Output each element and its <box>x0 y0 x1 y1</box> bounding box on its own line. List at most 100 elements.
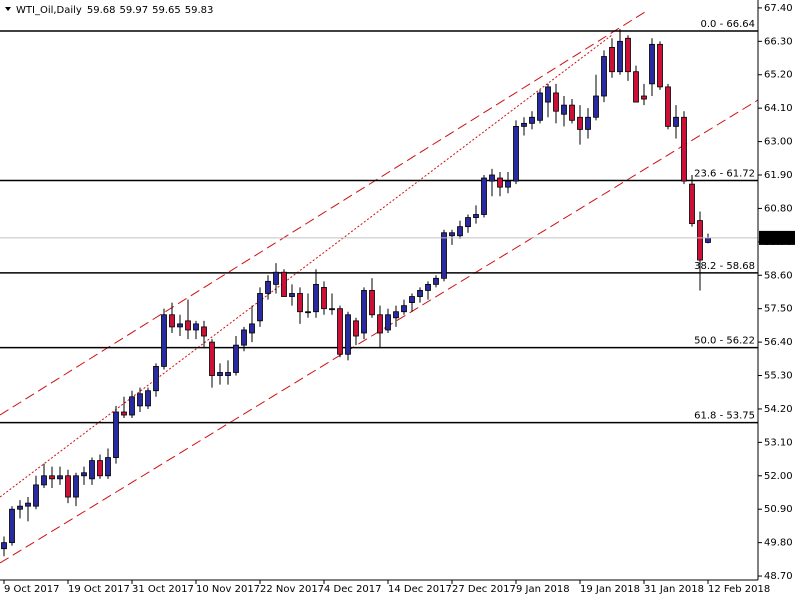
candle-body <box>681 116 687 182</box>
candle-body <box>569 104 575 121</box>
x-tick-label: 27 Dec 2017 <box>452 584 516 595</box>
y-tick-label: 64.10 <box>764 103 793 114</box>
candle-body <box>25 502 31 507</box>
candle-body <box>497 177 503 188</box>
x-tick-label: 19 Oct 2017 <box>68 584 130 595</box>
y-tick-label: 61.90 <box>764 170 793 181</box>
candle-body <box>465 217 471 228</box>
y-tick-label: 60.80 <box>764 203 793 214</box>
y-tick-label: 48.70 <box>764 571 793 582</box>
candle-body <box>297 293 303 313</box>
menu-arrow[interactable] <box>5 7 11 11</box>
y-tick-label: 63.00 <box>764 137 793 148</box>
candle-body <box>329 308 335 311</box>
candle-body <box>41 475 47 486</box>
candle-body <box>457 226 463 237</box>
candle-body <box>673 116 679 127</box>
candle-body <box>265 280 271 294</box>
candle-body <box>441 232 447 279</box>
candle-body <box>177 323 183 328</box>
candle-body <box>9 508 15 544</box>
candle-body <box>201 326 207 337</box>
header-open: 59.68 <box>87 5 116 16</box>
candle-body <box>369 290 375 316</box>
candle-body <box>665 86 671 127</box>
candle-body <box>481 177 487 215</box>
header-low: 59.65 <box>152 5 181 16</box>
candle-body <box>641 95 647 100</box>
candle-body <box>33 484 39 507</box>
candle-body <box>121 411 127 416</box>
candle-body <box>17 505 23 510</box>
candle-body <box>529 116 535 124</box>
x-tick-label: 31 Oct 2017 <box>132 584 194 595</box>
candle-body <box>609 46 615 73</box>
candle-body <box>473 214 479 218</box>
candle-body <box>89 460 95 480</box>
candle-body <box>657 43 663 88</box>
candle-body <box>505 180 511 188</box>
candle-body <box>553 92 559 112</box>
candle-body <box>209 341 215 376</box>
candle-body <box>73 475 79 498</box>
candle-body <box>401 305 407 313</box>
candle-body <box>385 314 391 331</box>
x-tick-label: 14 Dec 2017 <box>388 584 452 595</box>
candle-body <box>633 71 639 103</box>
x-tick-label: 9 Jan 2018 <box>516 584 570 595</box>
candle-body <box>81 472 87 477</box>
candle-body <box>513 125 519 182</box>
header-high: 59.97 <box>120 5 149 16</box>
candle-body <box>153 366 159 392</box>
candle-body <box>409 296 415 304</box>
candle-body <box>145 390 151 407</box>
candle-body <box>577 116 583 130</box>
x-tick-label: 22 Nov 2017 <box>260 584 324 595</box>
candle-body <box>217 372 223 376</box>
candle-body <box>289 293 295 297</box>
x-tick-label: 10 Nov 2017 <box>196 584 260 595</box>
candle-body <box>193 323 199 331</box>
candle-body <box>57 475 63 480</box>
candle-body <box>49 475 55 480</box>
candle-body <box>129 396 135 416</box>
y-tick-label: 56.40 <box>764 337 793 348</box>
candle-body <box>625 37 631 73</box>
candle-body <box>593 95 599 118</box>
candle-body <box>281 271 287 297</box>
candle-body <box>417 290 423 297</box>
candle-body <box>689 183 695 225</box>
candle-body <box>113 411 119 458</box>
x-tick-label: 19 Jan 2018 <box>580 584 640 595</box>
x-tick-label: 12 Feb 2018 <box>708 584 770 595</box>
candle-body <box>273 271 279 285</box>
x-tick-label: 4 Dec 2017 <box>324 584 382 595</box>
y-tick-label: 57.50 <box>764 304 793 315</box>
candle-body <box>249 323 255 334</box>
candle-body <box>321 287 327 310</box>
candle-body <box>585 116 591 130</box>
fib-label: 23.6 - 61.72 <box>694 168 755 179</box>
y-tick-label: 66.30 <box>764 36 793 47</box>
candle-body <box>545 86 551 103</box>
fib-label: 0.0 - 66.64 <box>701 19 756 30</box>
candle-body <box>449 232 455 237</box>
candle-body <box>353 320 359 337</box>
candle-body <box>241 329 247 346</box>
candle-body <box>617 40 623 73</box>
y-tick-label: 65.20 <box>764 70 793 81</box>
candle-body <box>705 237 711 243</box>
price-box <box>759 230 795 245</box>
candle-body <box>649 43 655 85</box>
plot: 0.0 - 66.64 23.6 - 61.72 38.2 - 58.68 50.0 … <box>0 19 758 557</box>
x-tick-label: 9 Oct 2017 <box>4 584 59 595</box>
candle-body <box>313 283 319 313</box>
y-tick-label: 49.80 <box>764 538 793 549</box>
y-tick-label: 50.90 <box>764 504 793 515</box>
candle-body <box>257 293 263 322</box>
candle-body <box>521 122 527 127</box>
chart-header: WTI_Oil,Daily 59.68 59.97 59.65 59.83 <box>16 5 213 16</box>
y-tick-label: 52.00 <box>764 471 793 482</box>
candle-body <box>233 344 239 373</box>
